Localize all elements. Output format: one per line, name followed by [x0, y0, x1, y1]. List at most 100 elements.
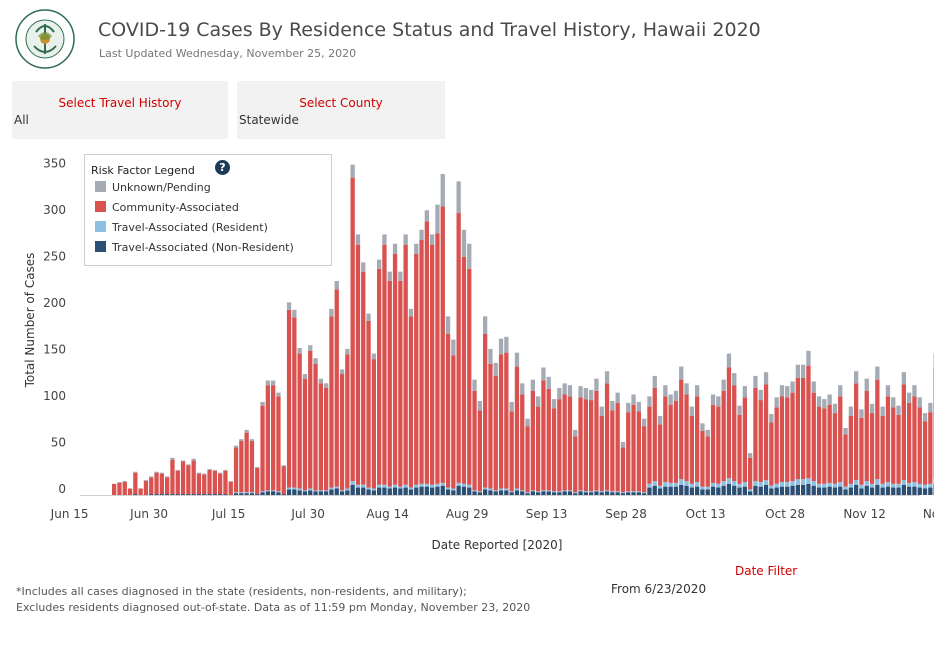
bar-segment[interactable] [631, 404, 636, 492]
bar-segment[interactable] [726, 483, 732, 495]
bar-segment[interactable] [589, 389, 594, 401]
bar-segment[interactable] [223, 494, 228, 495]
bar-segment[interactable] [716, 487, 721, 495]
bar-segment[interactable] [196, 472, 202, 474]
bar-segment[interactable] [737, 483, 742, 488]
bar-segment[interactable] [657, 485, 663, 489]
bar-segment[interactable] [371, 359, 376, 489]
bar-segment[interactable] [673, 390, 679, 402]
bar-segment[interactable] [387, 271, 392, 281]
bar-segment[interactable] [271, 385, 276, 491]
bar-segment[interactable] [149, 494, 154, 495]
bar-segment[interactable] [689, 415, 694, 484]
bar-segment[interactable] [525, 493, 530, 495]
bar-segment[interactable] [663, 396, 668, 482]
bar-segment[interactable] [488, 490, 493, 495]
bar-segment[interactable] [700, 430, 705, 487]
bar-segment[interactable] [721, 481, 726, 486]
bar-segment[interactable] [604, 490, 610, 492]
bar-segment[interactable] [514, 366, 520, 489]
bar-segment[interactable] [456, 181, 461, 214]
bar-segment[interactable] [880, 487, 885, 495]
bar-segment[interactable] [742, 397, 747, 482]
bar-segment[interactable] [668, 404, 673, 483]
bar-segment[interactable] [149, 477, 154, 495]
bar-segment[interactable] [493, 362, 498, 376]
bar-segment[interactable] [440, 485, 445, 495]
bar-segment[interactable] [509, 401, 514, 412]
bar-segment[interactable] [562, 491, 567, 495]
travel-history-filter[interactable]: Select Travel History All [12, 81, 228, 139]
bar-segment[interactable] [811, 392, 816, 482]
bar-segment[interactable] [854, 480, 859, 485]
bar-segment[interactable] [626, 492, 631, 495]
bar-segment[interactable] [175, 470, 180, 495]
bar-segment[interactable] [276, 396, 281, 492]
bar-segment[interactable] [610, 491, 615, 493]
bar-segment[interactable] [647, 396, 652, 407]
bar-segment[interactable] [737, 487, 742, 495]
bar-segment[interactable] [265, 491, 270, 495]
bar-segment[interactable] [785, 386, 790, 398]
bar-segment[interactable] [774, 483, 779, 488]
bar-segment[interactable] [679, 379, 684, 480]
bar-segment[interactable] [832, 483, 838, 488]
bar-segment[interactable] [276, 491, 281, 493]
bar-segment[interactable] [456, 482, 461, 486]
bar-segment[interactable] [732, 373, 737, 386]
bar-segment[interactable] [382, 234, 387, 245]
bar-segment[interactable] [536, 491, 541, 493]
bar-segment[interactable] [520, 394, 525, 491]
bar-segment[interactable] [249, 493, 255, 495]
bar-segment[interactable] [912, 396, 917, 482]
bar-segment[interactable] [249, 441, 255, 493]
bar-segment[interactable] [414, 487, 419, 495]
bar-segment[interactable] [912, 486, 917, 495]
bar-segment[interactable] [334, 289, 339, 487]
bar-segment[interactable] [795, 364, 800, 378]
bar-segment[interactable] [355, 234, 361, 245]
bar-segment[interactable] [907, 482, 912, 487]
bar-segment[interactable] [451, 490, 456, 495]
bar-segment[interactable] [721, 485, 726, 495]
bar-segment[interactable] [758, 389, 763, 401]
bar-segment[interactable] [514, 352, 520, 367]
bar-segment[interactable] [292, 487, 297, 490]
bar-segment[interactable] [843, 489, 848, 495]
bar-segment[interactable] [403, 487, 408, 495]
bar-segment[interactable] [403, 484, 408, 488]
bar-segment[interactable] [117, 481, 122, 483]
bar-segment[interactable] [117, 482, 122, 495]
bar-segment[interactable] [917, 487, 922, 495]
bar-segment[interactable] [228, 481, 233, 482]
bar-segment[interactable] [859, 488, 864, 495]
bar-segment[interactable] [536, 396, 541, 407]
bar-segment[interactable] [154, 472, 159, 495]
bar-segment[interactable] [461, 486, 467, 495]
bar-segment[interactable] [774, 397, 779, 408]
bar-segment[interactable] [244, 432, 249, 493]
bar-segment[interactable] [302, 490, 308, 492]
bar-segment[interactable] [175, 469, 180, 471]
bar-segment[interactable] [451, 339, 456, 356]
bar-segment[interactable] [785, 486, 790, 495]
bar-segment[interactable] [218, 472, 223, 474]
bar-segment[interactable] [885, 396, 891, 482]
bar-segment[interactable] [885, 385, 891, 397]
bar-segment[interactable] [472, 490, 477, 492]
bar-segment[interactable] [435, 486, 440, 495]
bar-segment[interactable] [779, 486, 785, 495]
bar-segment[interactable] [705, 436, 710, 487]
bar-segment[interactable] [827, 404, 832, 483]
bar-segment[interactable] [414, 484, 419, 488]
bar-segment[interactable] [795, 479, 800, 485]
bar-segment[interactable] [334, 488, 339, 495]
bar-segment[interactable] [562, 490, 567, 492]
bar-segment[interactable] [366, 489, 371, 495]
bar-segment[interactable] [467, 484, 472, 488]
bar-segment[interactable] [196, 473, 202, 495]
bar-segment[interactable] [525, 418, 530, 427]
bar-segment[interactable] [233, 447, 239, 493]
bar-segment[interactable] [451, 355, 456, 489]
bar-segment[interactable] [223, 469, 228, 471]
